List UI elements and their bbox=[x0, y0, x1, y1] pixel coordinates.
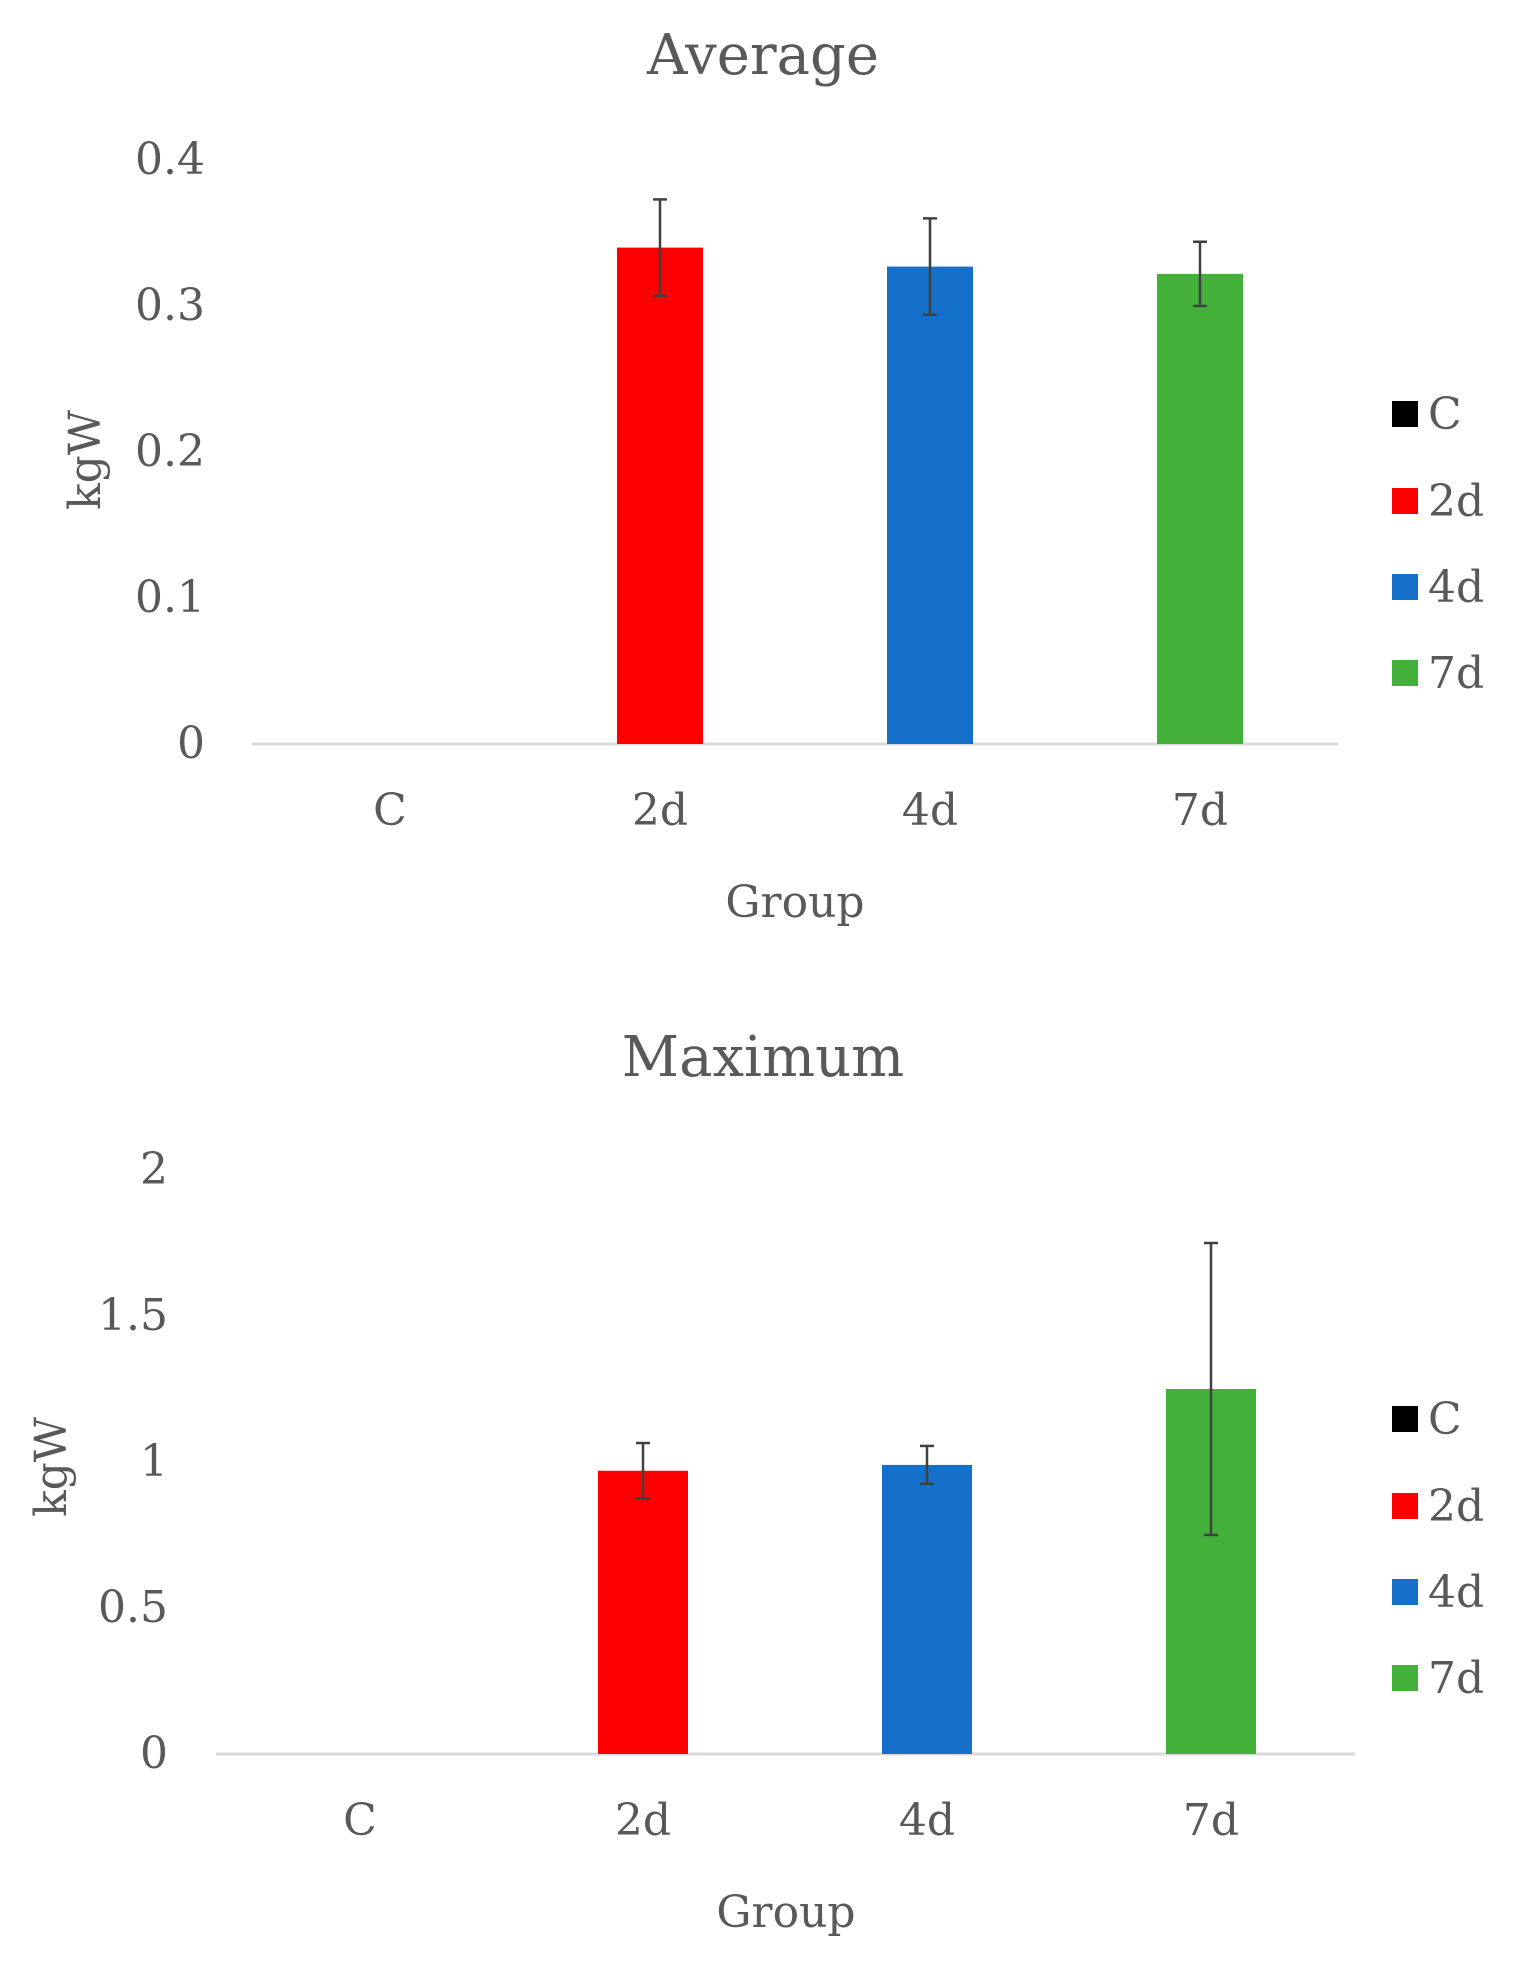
bar-7d bbox=[1157, 273, 1243, 744]
error-bars bbox=[653, 198, 1207, 317]
bar-2d bbox=[598, 1470, 688, 1754]
legend-swatch bbox=[1392, 1665, 1418, 1691]
y-tick-label: 0 bbox=[140, 1728, 168, 1779]
x-tick-label: C bbox=[343, 1795, 377, 1846]
legend-item-4d: 4d bbox=[1392, 1567, 1484, 1618]
legend: C 2d 4d 7d bbox=[1392, 1394, 1484, 1704]
legend-item-4d: 4d bbox=[1392, 562, 1484, 613]
chart-maximum: Maximum kgW Group 0 0.5 1 1.5 2 C 2d 4d 7d C 2d 4… bbox=[26, 1025, 1484, 1938]
y-tick-label: 1.5 bbox=[98, 1290, 168, 1341]
y-tick-label: 0.5 bbox=[98, 1582, 168, 1633]
legend-swatch bbox=[1392, 488, 1418, 514]
x-tick-label: 4d bbox=[899, 1795, 955, 1846]
bar-2d bbox=[617, 247, 703, 744]
y-tick-label: 2 bbox=[140, 1144, 168, 1195]
y-axis-label: kgW bbox=[60, 409, 111, 510]
bar-4d bbox=[887, 266, 973, 744]
legend-swatch bbox=[1392, 660, 1418, 686]
x-tick-label: 2d bbox=[615, 1795, 671, 1846]
chart-title: Maximum bbox=[622, 1025, 905, 1090]
bars bbox=[617, 247, 1243, 744]
legend-item-7d: 7d bbox=[1392, 648, 1484, 699]
legend-item-2d: 2d bbox=[1392, 476, 1484, 527]
error-bars bbox=[636, 1241, 1218, 1537]
bars bbox=[598, 1389, 1256, 1754]
x-tick-label: 2d bbox=[632, 785, 688, 836]
legend-item-C: C bbox=[1392, 389, 1462, 440]
legend-swatch bbox=[1392, 401, 1418, 427]
legend-label: 7d bbox=[1428, 648, 1484, 699]
error-bar-4d bbox=[920, 1444, 934, 1486]
legend-label: C bbox=[1428, 1394, 1462, 1445]
x-tick-label: 7d bbox=[1183, 1795, 1239, 1846]
chart-title: Average bbox=[646, 23, 879, 88]
legend-swatch bbox=[1392, 1406, 1418, 1432]
x-tick-labels: C 2d 4d 7d bbox=[343, 1795, 1239, 1846]
x-tick-label: 4d bbox=[902, 785, 958, 836]
legend-swatch bbox=[1392, 1493, 1418, 1519]
y-tick-labels: 0 0.5 1 1.5 2 bbox=[98, 1144, 168, 1779]
legend-label: 4d bbox=[1428, 562, 1484, 613]
x-tick-label: 7d bbox=[1172, 785, 1228, 836]
legend-swatch bbox=[1392, 574, 1418, 600]
error-bar-7d bbox=[1204, 1241, 1218, 1537]
y-tick-labels: 0 0.1 0.2 0.3 0.4 bbox=[135, 134, 205, 769]
x-axis-label: Group bbox=[725, 877, 864, 928]
y-tick-label: 0.3 bbox=[135, 280, 205, 331]
x-tick-label: C bbox=[373, 785, 407, 836]
legend-item-C: C bbox=[1392, 1394, 1462, 1445]
error-bar-2d bbox=[653, 198, 667, 298]
legend: C 2d 4d 7d bbox=[1392, 389, 1484, 699]
legend-label: C bbox=[1428, 389, 1462, 440]
legend-item-7d: 7d bbox=[1392, 1653, 1484, 1704]
error-bar-4d bbox=[923, 217, 937, 317]
legend-swatch bbox=[1392, 1579, 1418, 1605]
y-tick-label: 0.1 bbox=[135, 572, 205, 623]
legend-label: 7d bbox=[1428, 1653, 1484, 1704]
y-axis-label: kgW bbox=[26, 1416, 77, 1517]
error-bar-7d bbox=[1193, 240, 1207, 308]
y-tick-label: 0.2 bbox=[135, 426, 205, 477]
x-tick-labels: C 2d 4d 7d bbox=[373, 785, 1228, 836]
legend-label: 2d bbox=[1428, 1481, 1484, 1532]
y-tick-label: 1 bbox=[140, 1436, 168, 1487]
error-bar-2d bbox=[636, 1441, 650, 1500]
y-tick-label: 0 bbox=[177, 718, 205, 769]
legend-label: 4d bbox=[1428, 1567, 1484, 1618]
chart-average: Average kgW Group 00.10.20.30.4 C 2d 4d 7d … bbox=[60, 23, 1484, 928]
x-axis-label: Group bbox=[716, 1887, 855, 1938]
legend-item-2d: 2d bbox=[1392, 1481, 1484, 1532]
y-tick-label: 0.4 bbox=[135, 134, 205, 185]
legend-label: 2d bbox=[1428, 476, 1484, 527]
bar-4d bbox=[882, 1464, 972, 1754]
